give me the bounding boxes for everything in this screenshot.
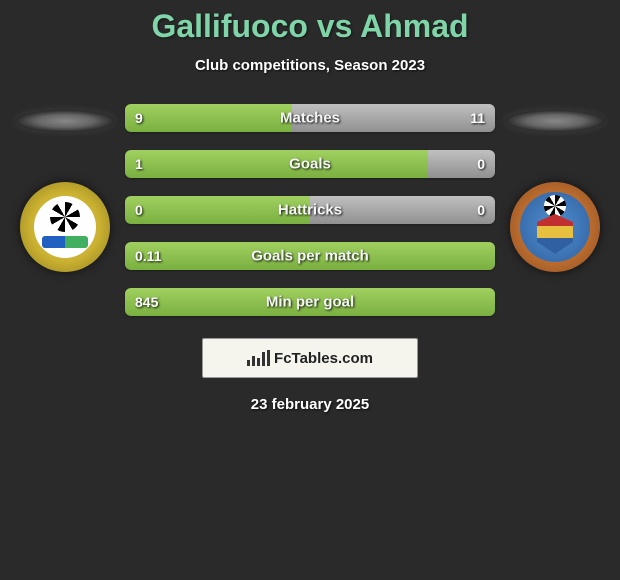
stat-value-left: 845: [135, 294, 158, 310]
player-photo-placeholder: [505, 110, 605, 132]
badge-stripe: [42, 236, 88, 248]
stat-row: 0 Hattricks 0: [125, 196, 495, 224]
badge-crest: [537, 214, 573, 254]
stat-row: 0.11 Goals per match: [125, 242, 495, 270]
soccer-ball-icon: [544, 195, 566, 217]
stat-value-left: 0.11: [135, 248, 161, 264]
brand-text: FcTables.com: [274, 350, 373, 367]
stat-value-left: 9: [135, 110, 143, 126]
right-player-col: [495, 104, 615, 272]
stat-value-left: 0: [135, 202, 143, 218]
brand-footer[interactable]: FcTables.com: [202, 338, 418, 378]
stats-bars: 9Matches111Goals00Hattricks00.11Goals pe…: [125, 104, 495, 316]
stat-row: 1 Goals 0: [125, 150, 495, 178]
stat-label: Hattricks: [278, 202, 342, 219]
team-badge-right: [510, 182, 600, 272]
comparison-widget: Gallifuoco vs Ahmad Club competitions, S…: [0, 0, 620, 413]
left-player-col: [5, 104, 125, 272]
date-text: 23 february 2025: [0, 396, 620, 413]
stat-bar-left: [125, 104, 292, 132]
stat-bar-left: [125, 150, 428, 178]
stat-value-right: 0: [477, 156, 485, 172]
stat-label: Goals per match: [251, 248, 369, 265]
stat-value-right: 0: [477, 202, 485, 218]
stat-row: 9 Matches 11: [125, 104, 495, 132]
stat-label: Matches: [280, 110, 340, 127]
player-photo-placeholder: [15, 110, 115, 132]
stat-row: 845 Min per goal: [125, 288, 495, 316]
page-title: Gallifuoco vs Ahmad: [0, 8, 620, 45]
stat-value-left: 1: [135, 156, 143, 172]
soccer-ball-icon: [50, 202, 80, 232]
team-badge-left: [20, 182, 110, 272]
stat-label: Min per goal: [266, 294, 354, 311]
bar-chart-icon: [247, 350, 270, 366]
stat-value-right: 11: [470, 110, 485, 126]
main-area: 9Matches111Goals00Hattricks00.11Goals pe…: [0, 104, 620, 316]
page-subtitle: Club competitions, Season 2023: [0, 57, 620, 74]
stat-label: Goals: [289, 156, 331, 173]
